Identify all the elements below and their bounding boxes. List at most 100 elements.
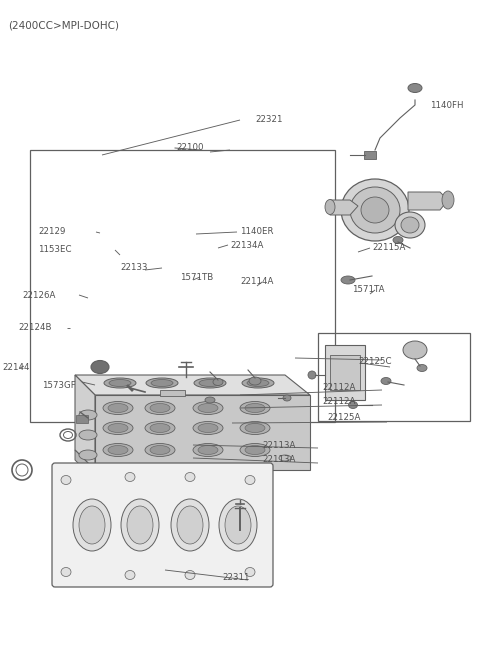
- Ellipse shape: [150, 403, 170, 413]
- Ellipse shape: [361, 197, 389, 223]
- Text: 22112A: 22112A: [322, 398, 355, 407]
- Text: 22133: 22133: [120, 263, 147, 272]
- Ellipse shape: [350, 187, 400, 233]
- Ellipse shape: [231, 498, 249, 508]
- Ellipse shape: [381, 377, 391, 384]
- Ellipse shape: [73, 499, 111, 551]
- Ellipse shape: [159, 558, 177, 568]
- Ellipse shape: [408, 83, 422, 92]
- Ellipse shape: [417, 364, 427, 371]
- Text: 22125C: 22125C: [358, 358, 392, 367]
- Text: 22100: 22100: [176, 143, 204, 153]
- Ellipse shape: [213, 379, 223, 386]
- Text: 1140ER: 1140ER: [240, 227, 274, 236]
- Text: 22129: 22129: [38, 227, 65, 236]
- Ellipse shape: [103, 402, 133, 415]
- Ellipse shape: [79, 410, 97, 420]
- Ellipse shape: [109, 379, 131, 386]
- Ellipse shape: [209, 498, 227, 508]
- Ellipse shape: [442, 191, 454, 209]
- Ellipse shape: [279, 455, 291, 461]
- Ellipse shape: [209, 525, 225, 534]
- Polygon shape: [75, 375, 95, 470]
- Text: 22124B: 22124B: [18, 324, 51, 333]
- Ellipse shape: [403, 341, 427, 359]
- Ellipse shape: [79, 430, 97, 440]
- Text: 22113A: 22113A: [262, 441, 295, 449]
- Ellipse shape: [198, 424, 218, 432]
- Ellipse shape: [181, 558, 199, 568]
- Ellipse shape: [231, 511, 249, 521]
- Ellipse shape: [61, 567, 71, 576]
- Ellipse shape: [127, 506, 153, 544]
- Text: 1571TB: 1571TB: [180, 272, 213, 282]
- Ellipse shape: [219, 499, 257, 551]
- Bar: [318, 333, 470, 421]
- Ellipse shape: [125, 472, 135, 481]
- Ellipse shape: [401, 217, 419, 233]
- Ellipse shape: [240, 443, 270, 457]
- Text: 22115A: 22115A: [372, 244, 406, 252]
- Ellipse shape: [249, 377, 261, 385]
- Ellipse shape: [150, 424, 170, 432]
- Text: 22112A: 22112A: [322, 383, 355, 392]
- Text: 1153EC: 1153EC: [38, 246, 72, 255]
- Ellipse shape: [193, 443, 223, 457]
- Bar: [160, 390, 185, 396]
- Ellipse shape: [242, 378, 274, 388]
- Text: 22144: 22144: [2, 364, 29, 373]
- Polygon shape: [95, 395, 310, 470]
- Ellipse shape: [108, 424, 128, 432]
- Ellipse shape: [145, 422, 175, 434]
- Ellipse shape: [308, 371, 316, 379]
- Ellipse shape: [193, 402, 223, 415]
- Ellipse shape: [64, 481, 80, 493]
- Ellipse shape: [245, 424, 265, 432]
- Polygon shape: [330, 200, 358, 215]
- Ellipse shape: [108, 403, 128, 413]
- Ellipse shape: [125, 571, 135, 580]
- Ellipse shape: [171, 499, 209, 551]
- Ellipse shape: [79, 450, 97, 460]
- Ellipse shape: [151, 379, 173, 386]
- Ellipse shape: [145, 443, 175, 457]
- Text: 22113A: 22113A: [262, 455, 295, 464]
- Ellipse shape: [79, 506, 105, 544]
- Ellipse shape: [177, 506, 203, 544]
- Ellipse shape: [205, 397, 215, 403]
- Text: 1573GF: 1573GF: [42, 381, 76, 390]
- Ellipse shape: [341, 179, 409, 241]
- Text: 22114A: 22114A: [240, 278, 274, 286]
- Text: 22126A: 22126A: [22, 291, 55, 299]
- Ellipse shape: [159, 545, 177, 555]
- Ellipse shape: [199, 379, 221, 386]
- Ellipse shape: [193, 422, 223, 434]
- Ellipse shape: [91, 360, 109, 373]
- Text: 22125A: 22125A: [327, 413, 360, 422]
- Ellipse shape: [108, 445, 128, 455]
- Bar: [76, 415, 88, 423]
- Ellipse shape: [61, 476, 71, 485]
- Text: 1140FH: 1140FH: [430, 100, 464, 109]
- Ellipse shape: [341, 276, 355, 284]
- Text: 22134A: 22134A: [230, 240, 264, 250]
- Ellipse shape: [283, 395, 291, 401]
- Ellipse shape: [348, 402, 358, 409]
- Polygon shape: [408, 192, 448, 210]
- Ellipse shape: [245, 567, 255, 576]
- Text: 1571TA: 1571TA: [352, 286, 384, 295]
- Bar: [330, 355, 360, 390]
- Ellipse shape: [395, 212, 425, 238]
- Polygon shape: [75, 375, 310, 395]
- Bar: [325, 345, 365, 400]
- FancyBboxPatch shape: [52, 463, 273, 587]
- Text: (2400CC>MPI-DOHC): (2400CC>MPI-DOHC): [8, 20, 119, 30]
- Ellipse shape: [245, 403, 265, 413]
- Ellipse shape: [245, 445, 265, 455]
- Ellipse shape: [240, 422, 270, 434]
- Text: 22311: 22311: [222, 572, 250, 582]
- Polygon shape: [75, 450, 95, 480]
- Ellipse shape: [393, 236, 403, 244]
- Ellipse shape: [198, 403, 218, 413]
- Ellipse shape: [198, 445, 218, 455]
